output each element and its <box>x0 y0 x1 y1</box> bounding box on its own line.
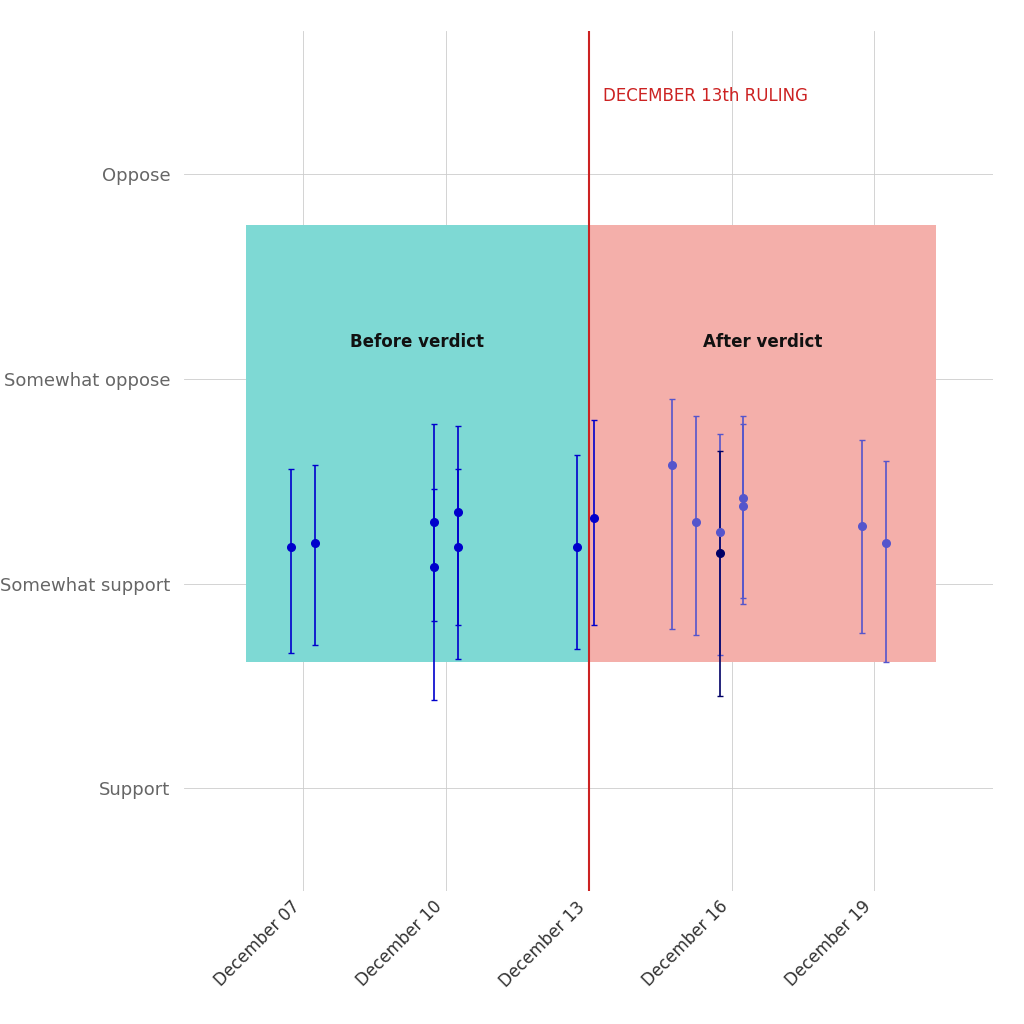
Text: DECEMBER 13th RULING: DECEMBER 13th RULING <box>603 87 808 105</box>
Text: After verdict: After verdict <box>702 333 822 351</box>
Text: Before verdict: Before verdict <box>350 333 484 351</box>
Bar <box>246 225 589 662</box>
Bar <box>589 225 936 662</box>
